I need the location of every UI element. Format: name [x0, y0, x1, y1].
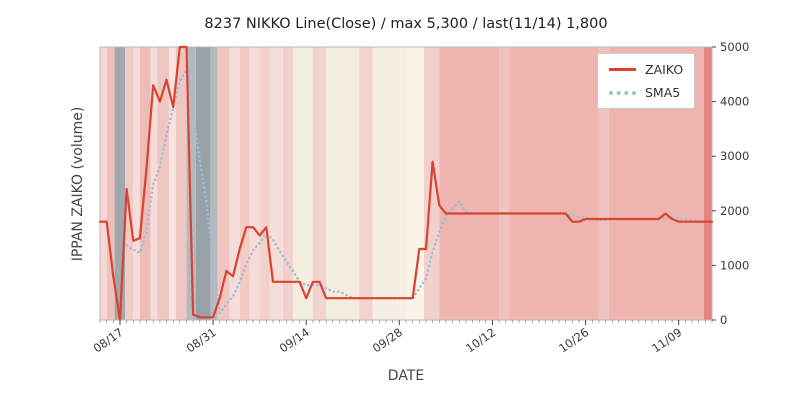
legend-item-sma5: SMA5 — [609, 85, 683, 100]
zaiko-line — [98, 45, 714, 322]
background-band — [186, 47, 196, 320]
y-tick-label: 2000 — [720, 204, 749, 218]
background-band — [282, 47, 293, 320]
background-band — [125, 47, 134, 320]
background-band — [259, 47, 270, 320]
background-band — [133, 47, 140, 320]
legend-label-zaiko: ZAIKO — [645, 62, 684, 77]
background-band — [239, 47, 250, 320]
x-axis-label: DATE — [387, 368, 425, 384]
legend-label-sma5: SMA5 — [645, 85, 681, 100]
x-tick-label: 09/14 — [277, 325, 312, 355]
y-tick-label: 3000 — [720, 149, 749, 163]
background-band — [704, 47, 712, 320]
y-tick-label: 4000 — [720, 95, 749, 109]
background-band — [598, 47, 609, 320]
x-tick-label: 09/28 — [370, 325, 405, 355]
zaiko-line-swatch — [609, 68, 636, 71]
background-band — [229, 47, 240, 320]
background-band — [292, 47, 313, 320]
background-band — [249, 47, 260, 320]
background-band — [217, 47, 230, 320]
background-band — [312, 47, 327, 320]
x-tick-label: 11/09 — [649, 325, 684, 355]
y-tick-label: 1000 — [720, 258, 749, 272]
background-band — [175, 47, 187, 320]
background-band — [359, 47, 373, 320]
background-band — [372, 47, 406, 320]
background-band — [499, 47, 510, 320]
y-tick-label: 5000 — [720, 40, 749, 54]
sma5-line-swatch — [609, 90, 636, 95]
background-band — [210, 47, 218, 320]
legend-item-zaiko: ZAIKO — [609, 62, 683, 77]
x-tick-label: 10/26 — [556, 325, 591, 355]
legend: ZAIKO SMA5 — [597, 53, 696, 109]
background-band — [439, 47, 500, 320]
chart-title: 8237 NIKKO Line(Close) / max 5,300 / las… — [204, 16, 608, 32]
x-tick-label: 10/12 — [463, 325, 498, 355]
background-band — [169, 47, 176, 320]
background-band — [106, 47, 115, 320]
background-band — [326, 47, 360, 320]
background-band — [157, 47, 170, 320]
x-tick-label: 08/17 — [91, 325, 126, 355]
background-band — [100, 47, 107, 320]
y-tick-label: 0 — [720, 313, 727, 327]
background-band — [114, 47, 126, 320]
x-tick-label: 08/31 — [184, 325, 219, 355]
background-band — [509, 47, 599, 320]
